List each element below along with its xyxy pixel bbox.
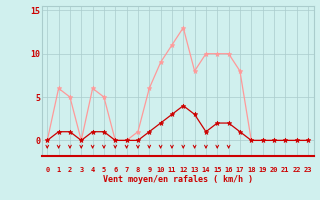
- X-axis label: Vent moyen/en rafales ( km/h ): Vent moyen/en rafales ( km/h ): [103, 174, 252, 184]
